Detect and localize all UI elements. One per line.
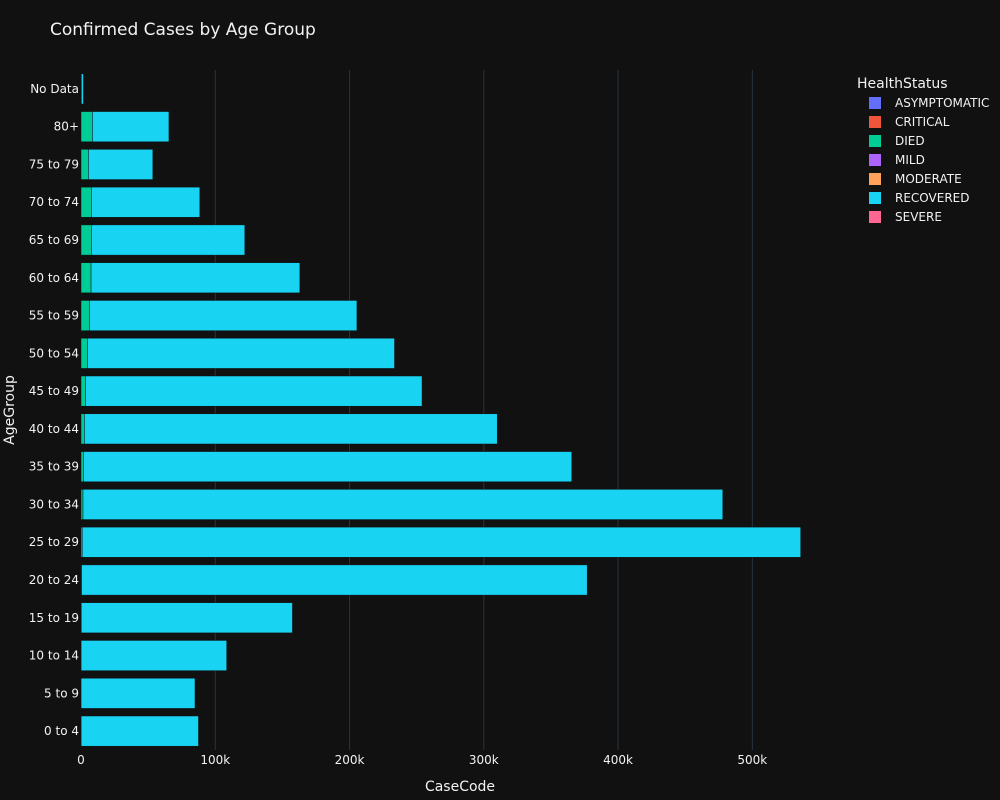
legend: HealthStatus ASYMPTOMATIC CRITICAL DIED MIL…	[857, 76, 989, 224]
y-tick-label: 65 to 69	[29, 233, 79, 247]
x-tick-label: 500k	[737, 753, 767, 767]
legend-swatch	[869, 135, 881, 147]
legend-label: MODERATE	[895, 172, 962, 186]
y-tick-label: 30 to 34	[29, 497, 79, 511]
x-tick-label: 0	[77, 753, 85, 767]
legend-label: SEVERE	[895, 210, 942, 224]
y-tick-label: 70 to 74	[29, 195, 79, 209]
bar-recovered	[83, 451, 572, 483]
legend-label: RECOVERED	[895, 191, 969, 205]
y-tick-label: 50 to 54	[29, 346, 79, 360]
legend-swatch	[869, 116, 881, 128]
bar-died	[80, 489, 84, 520]
y-tick-label: 35 to 39	[29, 460, 79, 474]
bar-recovered	[88, 149, 154, 180]
y-tick-label: 60 to 64	[29, 271, 79, 285]
legend-swatch	[869, 211, 881, 223]
x-tick-label: 400k	[603, 753, 633, 767]
bar-died	[80, 224, 92, 256]
y-tick-label: 20 to 24	[29, 573, 79, 587]
bar-recovered	[80, 715, 199, 747]
legend-swatch	[869, 173, 881, 185]
bar-died	[80, 300, 90, 331]
bar-recovered	[81, 73, 84, 105]
y-tick-label: 10 to 14	[29, 649, 79, 663]
bar-died	[80, 262, 92, 294]
x-axis-title: CaseCode	[425, 779, 495, 795]
bar-died	[80, 413, 85, 445]
y-tick-label: 0 to 4	[44, 724, 79, 738]
bar-died	[80, 111, 93, 143]
y-axis-title: AgeGroup	[2, 375, 18, 445]
bar-recovered	[80, 677, 196, 709]
x-tick-label: 200k	[335, 753, 365, 767]
bar-recovered	[80, 640, 227, 671]
bar-died	[80, 149, 89, 180]
legend-swatch	[869, 192, 881, 204]
bar-recovered	[89, 300, 358, 331]
legend-title: HealthStatus	[857, 76, 948, 92]
y-tick-label: 75 to 79	[29, 157, 79, 171]
x-tick-layer: 0 100k 200k 300k 400k 500k	[77, 753, 767, 767]
bar-recovered	[90, 262, 301, 294]
y-tick-label: 15 to 19	[29, 611, 79, 625]
bar-recovered	[85, 375, 423, 407]
legend-swatch	[869, 154, 881, 166]
legend-label: ASYMPTOMATIC	[895, 96, 989, 110]
y-tick-label: 45 to 49	[29, 384, 79, 398]
legend-label: CRITICAL	[895, 115, 950, 129]
bar-died	[80, 337, 88, 369]
bar-recovered	[84, 413, 498, 445]
legend-label: MILD	[895, 153, 925, 167]
bar-layer	[80, 73, 801, 747]
bar-died	[80, 451, 84, 483]
y-tick-label: 5 to 9	[44, 686, 79, 700]
x-tick-label: 100k	[200, 753, 230, 767]
bar-recovered	[81, 526, 801, 558]
y-tick-label: 25 to 29	[29, 535, 79, 549]
bar-recovered	[81, 602, 293, 634]
y-tick-label: 40 to 44	[29, 422, 79, 436]
y-tick-label: No Data	[30, 82, 79, 96]
y-tick-layer: 0 to 4 5 to 9 10 to 14 15 to 19 20 to 24 25 t…	[29, 82, 79, 738]
chart-title: Confirmed Cases by Age Group	[50, 20, 316, 40]
y-tick-label: 55 to 59	[29, 309, 79, 323]
y-tick-label: 80+	[54, 120, 79, 134]
grid-layer	[214, 70, 753, 750]
bar-recovered	[87, 337, 395, 369]
bar-recovered	[92, 111, 170, 143]
x-tick-label: 300k	[469, 753, 499, 767]
legend-swatch	[869, 97, 881, 109]
legend-label: DIED	[895, 134, 925, 148]
bar-recovered	[91, 224, 246, 256]
bar-died	[80, 375, 86, 407]
bar-recovered	[82, 489, 724, 520]
bar-recovered	[91, 186, 201, 218]
bar-recovered	[81, 564, 588, 596]
bar-died	[80, 186, 92, 218]
